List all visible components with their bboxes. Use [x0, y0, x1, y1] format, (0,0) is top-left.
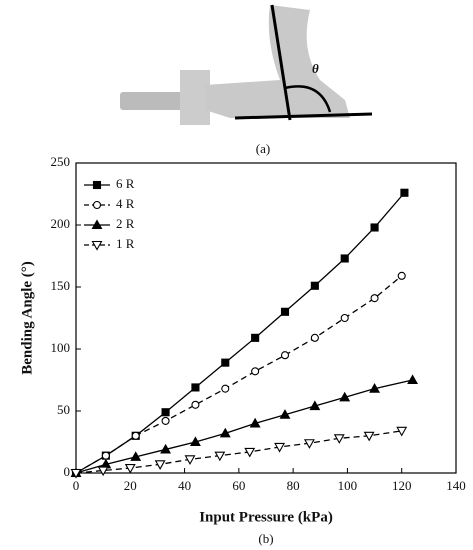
marker — [191, 400, 200, 409]
marker — [309, 400, 321, 411]
marker — [189, 436, 201, 447]
marker — [333, 434, 345, 444]
marker — [249, 417, 261, 428]
marker — [310, 281, 319, 290]
series-line — [75, 379, 413, 474]
marker — [219, 427, 231, 438]
caption-b: (b) — [258, 531, 273, 546]
chart: Input Pressure (kPa) Bending Angle (°) (… — [19, 261, 332, 546]
y-tick-label: 0 — [64, 464, 71, 479]
marker — [221, 384, 230, 393]
actuator-body — [205, 5, 350, 118]
angle-line — [270, 4, 292, 121]
x-tick-label: 100 — [338, 478, 358, 493]
marker — [251, 333, 260, 342]
angle-arc — [284, 85, 332, 113]
x-axis-label: Input Pressure (kPa) — [199, 509, 333, 525]
marker — [251, 367, 260, 376]
theta: θ — [312, 61, 319, 76]
marker — [161, 416, 170, 425]
marker — [280, 351, 290, 360]
marker — [274, 442, 286, 453]
legend-marker — [91, 240, 103, 251]
marker — [407, 374, 419, 385]
marker — [340, 313, 349, 323]
marker — [154, 460, 166, 470]
legend-marker — [91, 219, 103, 230]
marker — [70, 468, 82, 479]
legend-label: 1 R — [116, 236, 135, 251]
series-line — [75, 275, 403, 474]
marker — [400, 188, 409, 197]
marker — [397, 271, 406, 280]
caption-a: (a) — [256, 141, 270, 156]
marker — [396, 426, 408, 437]
legend-label: 2 R — [116, 216, 135, 231]
marker — [303, 439, 315, 449]
marker — [214, 451, 226, 462]
marker — [279, 409, 291, 419]
marker — [161, 408, 170, 417]
marker — [101, 451, 110, 460]
y-axis-label: Bending Angle (°) — [19, 261, 35, 375]
x-tick-label: 0 — [73, 478, 80, 493]
photo: θ (a) — [120, 4, 373, 156]
marker — [340, 254, 349, 263]
y-tick-label: 150 — [51, 278, 71, 293]
y-tick-label: 100 — [51, 340, 71, 355]
y-tick-label: 250 — [51, 154, 71, 169]
marker — [244, 447, 256, 458]
marker — [370, 223, 379, 232]
marker — [131, 431, 140, 440]
marker — [339, 391, 351, 402]
base-line — [234, 112, 373, 120]
marker — [97, 466, 109, 477]
series-line — [75, 430, 402, 474]
marker — [369, 383, 381, 393]
marker — [191, 383, 200, 392]
x-tick-label: 20 — [124, 478, 137, 493]
y-tick-label: 200 — [51, 216, 71, 231]
marker — [363, 431, 375, 442]
marker — [160, 443, 172, 454]
x-tick-label: 120 — [392, 478, 412, 493]
x-tick-label: 60 — [232, 478, 245, 493]
marker — [124, 463, 136, 474]
marker — [370, 294, 379, 303]
y-tick-label: 50 — [57, 402, 70, 417]
x-tick-label: 80 — [287, 478, 300, 493]
marker — [310, 333, 319, 342]
legend-marker — [92, 200, 102, 210]
marker — [280, 307, 290, 316]
legend-marker — [92, 180, 102, 190]
legend-label: 4 R — [116, 196, 135, 211]
series-line — [75, 192, 405, 474]
marker — [130, 451, 142, 461]
marker — [184, 455, 196, 465]
x-tick-label: 140 — [446, 478, 466, 493]
marker — [221, 358, 230, 367]
plot-frame — [75, 162, 457, 474]
x-tick-label: 40 — [178, 478, 191, 493]
legend-label: 6 R — [116, 176, 135, 191]
